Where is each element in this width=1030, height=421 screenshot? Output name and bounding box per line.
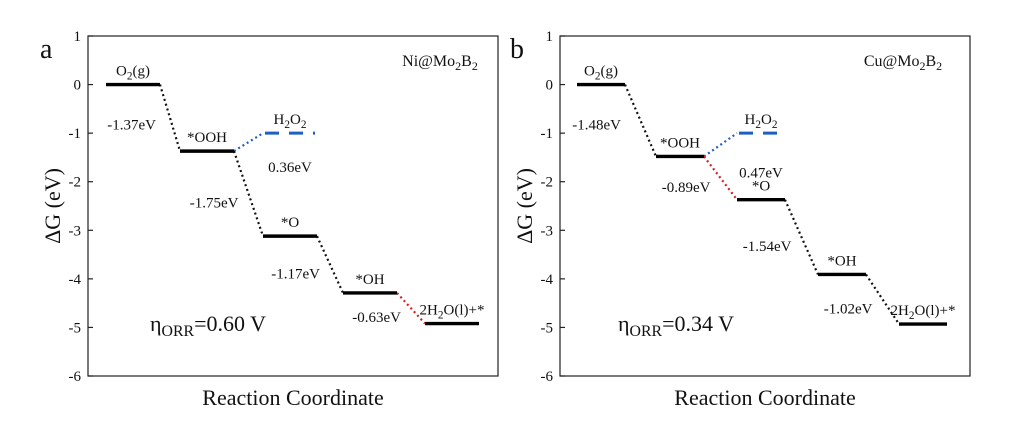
- y-tick-label: -4: [541, 272, 554, 288]
- panel-letter: a: [40, 34, 53, 65]
- y-tick-label: -6: [69, 369, 82, 385]
- y-axis-title: ΔG (eV): [40, 168, 65, 244]
- step-connector: [158, 84, 182, 152]
- step-energy-label: -0.63eV: [352, 310, 401, 326]
- step-energy-label: 0.47eV: [739, 165, 783, 181]
- state-label: *O: [281, 215, 300, 231]
- chart-panel-b: 1 0 -1 -2 -3 -4 -5 -6 ΔG (eV) Reaction Coordinate…: [510, 29, 971, 410]
- x-axis-title: Reaction Coordinate: [202, 385, 383, 410]
- step-energy-label: -1.54eV: [743, 239, 792, 255]
- state-label: *OOH: [660, 135, 700, 151]
- y-tick-label: -3: [69, 223, 82, 239]
- y-tick-label: 1: [74, 29, 82, 45]
- state-label: H2O2: [274, 112, 307, 131]
- step-connector: [703, 155, 738, 201]
- chart-title: Cu@Mo2B2: [864, 53, 942, 73]
- y-tick-label: -3: [541, 223, 554, 239]
- state-label: *OH: [827, 253, 856, 269]
- y-tick-label: 1: [546, 29, 554, 45]
- state-label: *O: [752, 179, 771, 195]
- step-connector: [232, 150, 265, 237]
- plot-area-frame: [87, 35, 499, 377]
- step-connector: [623, 84, 658, 157]
- y-tick-label: -2: [69, 175, 82, 191]
- overpotential-annotation: ηORR=0.60 V: [150, 311, 266, 340]
- y-tick-label: -4: [69, 272, 82, 288]
- y-tick-label: -1: [541, 126, 554, 142]
- state-label: 2H2O(l)+*: [420, 303, 485, 322]
- chart-panel-a: 1 0 -1 -2 -3 -4 -5 -6 ΔG (eV) Reaction Coordinate…: [40, 29, 499, 410]
- step-energy-label: -0.89eV: [662, 180, 711, 196]
- step-energy-label: 0.36eV: [268, 160, 312, 176]
- step-energy-label: -1.02eV: [824, 301, 873, 317]
- step-energy-label: -1.48eV: [572, 118, 621, 134]
- step-energy-label: -1.75eV: [190, 196, 239, 212]
- state-label: O2(g): [116, 64, 150, 83]
- step-connector: [233, 132, 264, 153]
- x-axis-title: Reaction Coordinate: [674, 385, 855, 410]
- y-tick-label: 0: [74, 78, 82, 94]
- y-tick-label: -1: [69, 126, 82, 142]
- step-connector: [703, 132, 738, 158]
- y-tick-label: 0: [546, 78, 554, 94]
- state-label: *OOH: [187, 130, 227, 146]
- y-tick-label: -5: [69, 320, 82, 336]
- step-connector: [315, 235, 345, 294]
- step-energy-label: -1.37eV: [107, 118, 156, 134]
- y-tick-label: -5: [541, 320, 554, 336]
- chart-title: Ni@Mo2B2: [402, 53, 478, 73]
- y-axis-title: ΔG (eV): [512, 168, 537, 244]
- step-connector: [783, 199, 820, 275]
- panel-letter: b: [510, 34, 524, 65]
- y-tick-label: -2: [541, 175, 554, 191]
- overpotential-annotation: ηORR=0.34 V: [618, 311, 734, 340]
- state-label: 2H2O(l)+*: [891, 303, 956, 322]
- state-label: O2(g): [584, 64, 618, 83]
- step-connector: [396, 292, 426, 325]
- state-label: H2O2: [745, 112, 778, 131]
- plot-area-frame: [559, 35, 971, 377]
- step-energy-label: -1.17eV: [271, 267, 320, 283]
- state-label: *OH: [355, 272, 384, 288]
- y-tick-label: -6: [541, 369, 554, 385]
